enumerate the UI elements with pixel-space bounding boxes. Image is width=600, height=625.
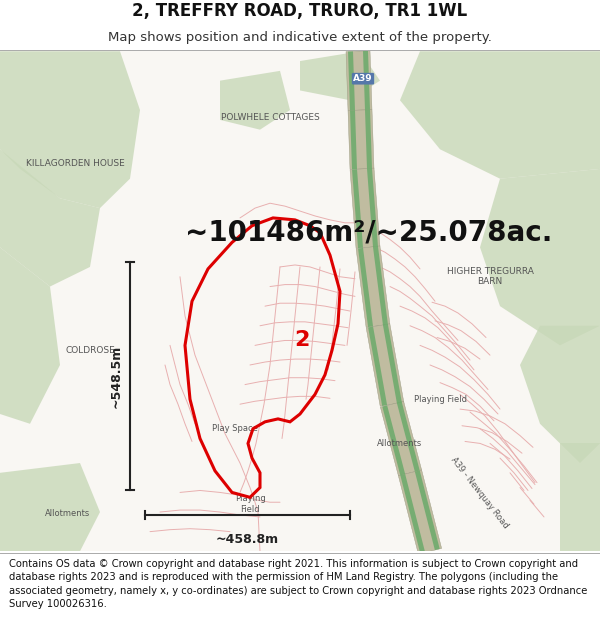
Polygon shape — [358, 248, 373, 327]
Text: ~101486m²/~25.078ac.: ~101486m²/~25.078ac. — [185, 219, 553, 247]
Polygon shape — [560, 443, 600, 551]
Text: Allotments: Allotments — [46, 509, 91, 519]
Text: KILLAGORDEN HOUSE: KILLAGORDEN HOUSE — [26, 159, 124, 169]
Polygon shape — [350, 168, 380, 248]
Polygon shape — [350, 110, 357, 169]
Polygon shape — [300, 51, 380, 100]
Polygon shape — [397, 402, 419, 472]
Polygon shape — [367, 168, 378, 247]
Polygon shape — [352, 169, 363, 248]
Polygon shape — [415, 471, 440, 550]
Polygon shape — [400, 474, 425, 554]
Text: Map shows position and indicative extent of the property.: Map shows position and indicative extent… — [108, 31, 492, 44]
Polygon shape — [0, 51, 140, 208]
Text: ~548.5m: ~548.5m — [110, 344, 122, 408]
Polygon shape — [363, 51, 370, 110]
Text: 2: 2 — [295, 331, 310, 351]
Polygon shape — [220, 71, 290, 129]
Polygon shape — [348, 109, 374, 169]
Polygon shape — [0, 463, 100, 551]
Text: Playing
Field: Playing Field — [235, 494, 265, 514]
Text: HIGHER TREGURRA
BARN: HIGHER TREGURRA BARN — [446, 267, 533, 286]
Polygon shape — [383, 324, 402, 403]
Text: A39 - Newquay Road: A39 - Newquay Road — [449, 455, 511, 530]
Polygon shape — [365, 110, 372, 169]
Text: Allotments: Allotments — [377, 439, 422, 448]
Polygon shape — [382, 406, 405, 475]
Text: A39: A39 — [353, 74, 373, 83]
Text: Play Space: Play Space — [212, 424, 258, 433]
Polygon shape — [0, 149, 100, 286]
Text: Contains OS data © Crown copyright and database right 2021. This information is : Contains OS data © Crown copyright and d… — [9, 559, 587, 609]
Text: 2, TREFFRY ROAD, TRURO, TR1 1WL: 2, TREFFRY ROAD, TRURO, TR1 1WL — [133, 2, 467, 20]
Polygon shape — [366, 324, 404, 406]
Text: Playing Field: Playing Field — [413, 395, 467, 404]
Text: ~458.8m: ~458.8m — [216, 532, 279, 546]
Polygon shape — [380, 401, 422, 476]
Polygon shape — [398, 470, 442, 554]
Polygon shape — [400, 51, 600, 179]
Polygon shape — [480, 169, 600, 346]
Polygon shape — [368, 327, 387, 406]
Polygon shape — [348, 51, 355, 111]
Text: POLWHELE COTTAGES: POLWHELE COTTAGES — [221, 113, 319, 123]
Polygon shape — [0, 248, 60, 424]
Polygon shape — [520, 326, 600, 463]
Polygon shape — [373, 246, 388, 325]
Polygon shape — [0, 51, 600, 551]
Text: COLDROSE: COLDROSE — [65, 346, 115, 355]
Polygon shape — [356, 246, 390, 328]
Polygon shape — [346, 51, 372, 111]
